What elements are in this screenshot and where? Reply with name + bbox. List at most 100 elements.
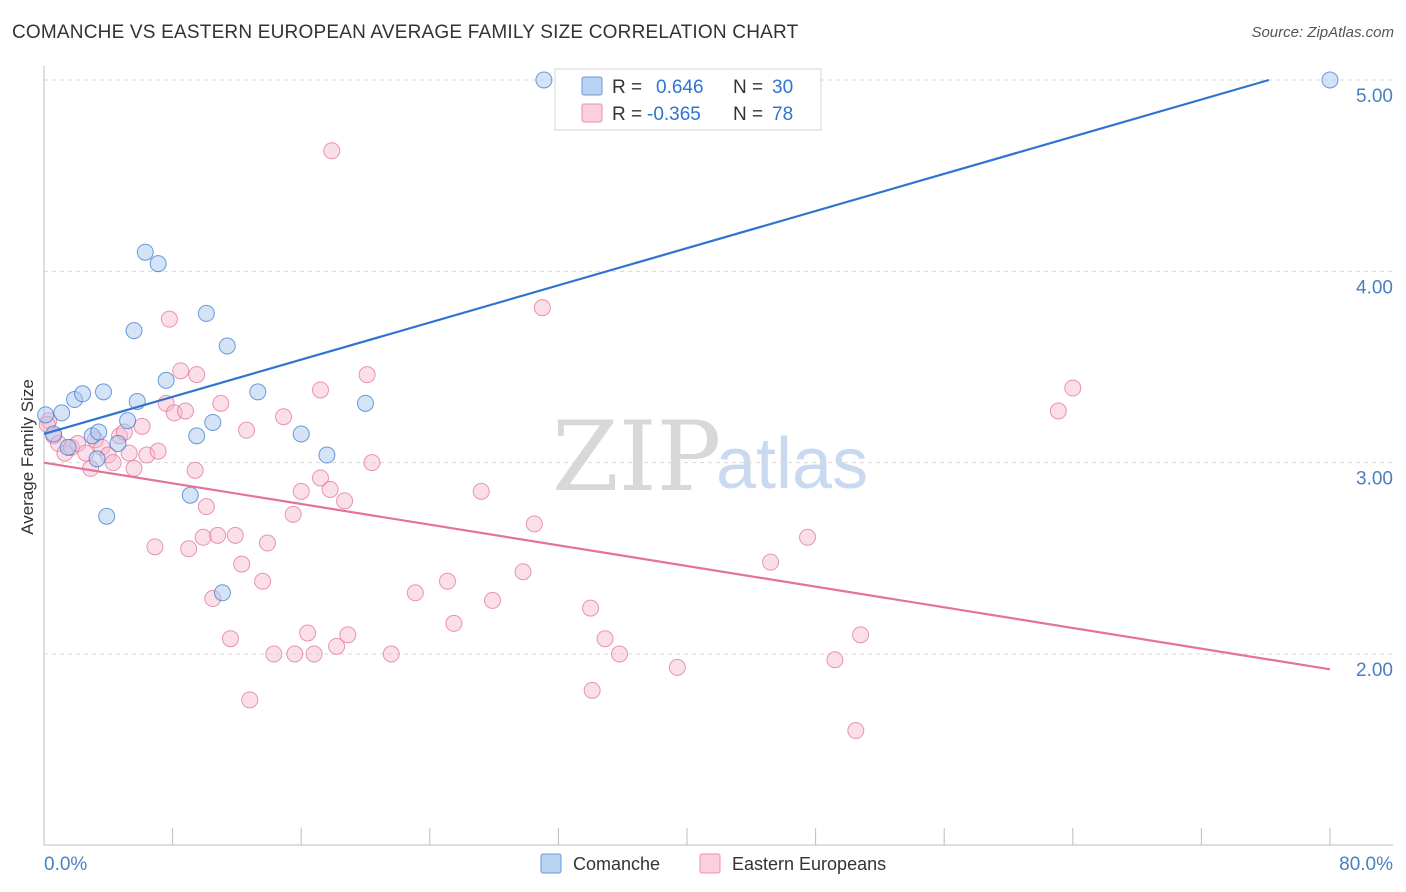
eastern-point-55 <box>363 454 381 472</box>
watermark-atlas: atlas <box>716 424 868 504</box>
chart-title: COMANCHE VS EASTERN EUROPEAN AVERAGE FAM… <box>12 22 799 43</box>
bottom-legend: Comanche Eastern Europeans <box>540 853 886 874</box>
eastern-point-41 <box>275 408 293 426</box>
comanche-point-17 <box>157 371 175 389</box>
comanche-point-12 <box>119 412 137 430</box>
eastern-stats-swatch <box>581 103 603 123</box>
eastern-point-17 <box>138 446 156 464</box>
eastern-point-67 <box>596 630 614 648</box>
trend-lines <box>43 78 1331 671</box>
eastern-point-68 <box>610 645 628 663</box>
eastern-point-54 <box>358 366 376 384</box>
eastern-legend-swatch[interactable] <box>699 853 721 874</box>
comanche-point-16 <box>149 255 167 273</box>
comanche-point-3 <box>59 438 77 456</box>
comanche-r-label: R = <box>612 77 642 98</box>
comanche-point-13 <box>125 322 143 340</box>
comanche-point-28 <box>535 71 553 89</box>
x-tick-label-0: 0.0% <box>44 854 87 875</box>
comanche-legend-label[interactable]: Comanche <box>573 854 660 874</box>
eastern-point-35 <box>233 555 251 573</box>
comanche-point-24 <box>249 383 267 401</box>
eastern-point-23 <box>172 362 190 380</box>
eastern-n-value: 78 <box>772 104 793 125</box>
eastern-point-63 <box>525 515 543 533</box>
eastern-point-24 <box>176 402 194 420</box>
eastern-point-48 <box>311 469 329 487</box>
comanche-point-15 <box>136 243 154 261</box>
eastern-point-60 <box>472 482 490 500</box>
eastern-point-18 <box>146 538 164 556</box>
comanche-point-9 <box>94 383 112 401</box>
eastern-point-72 <box>826 651 844 669</box>
comanche-point-7 <box>90 423 108 441</box>
eastern-point-56 <box>382 645 400 663</box>
eastern-point-16 <box>133 417 151 435</box>
eastern-point-15 <box>125 459 143 477</box>
comanche-point-20 <box>197 304 215 322</box>
y-tick-label-2: 4.00 <box>1356 277 1393 298</box>
eastern-point-27 <box>188 366 206 384</box>
eastern-point-71 <box>799 528 817 546</box>
x-tick-labels: 0.0% 80.0% <box>44 854 1393 875</box>
eastern-point-49 <box>321 480 339 498</box>
stats-legend: R = 0.646 N = 30 R = -0.365 N = 78 <box>554 68 822 131</box>
comanche-point-22 <box>213 584 231 602</box>
comanche-trend-line <box>43 78 1270 436</box>
eastern-point-37 <box>241 691 259 709</box>
eastern-point-65 <box>582 599 600 617</box>
eastern-point-52 <box>336 492 354 510</box>
y-tick-labels: 2.00 3.00 4.00 5.00 <box>1356 86 1393 681</box>
source-credit: Source: ZipAtlas.com <box>1251 24 1394 41</box>
eastern-point-61 <box>483 591 501 609</box>
eastern-r-value: -0.365 <box>647 104 701 125</box>
comanche-point-19 <box>188 427 206 445</box>
comanche-point-0 <box>37 406 55 424</box>
axes <box>43 66 1393 846</box>
eastern-point-39 <box>258 534 276 552</box>
eastern-point-76 <box>1064 379 1082 397</box>
comanche-r-value: 0.646 <box>656 77 704 98</box>
eastern-point-57 <box>406 584 424 602</box>
eastern-n-label: N = <box>733 104 763 125</box>
eastern-point-14 <box>120 444 138 462</box>
eastern-legend-label[interactable]: Eastern Europeans <box>732 854 886 874</box>
eastern-point-74 <box>852 626 870 644</box>
eastern-point-50 <box>323 142 341 160</box>
eastern-point-64 <box>533 299 551 317</box>
eastern-point-11 <box>104 454 122 472</box>
eastern-trend-line <box>43 461 1331 671</box>
comanche-point-11 <box>109 435 127 453</box>
y-tick-label-1: 3.00 <box>1356 469 1393 490</box>
comanche-point-1 <box>45 425 63 443</box>
eastern-point-51 <box>328 637 346 655</box>
eastern-point-53 <box>339 626 357 644</box>
eastern-point-25 <box>180 540 198 558</box>
eastern-point-46 <box>305 645 323 663</box>
comanche-point-26 <box>318 446 336 464</box>
comanche-point-29 <box>1321 71 1339 89</box>
eastern-point-28 <box>194 528 212 546</box>
comanche-point-25 <box>292 425 310 443</box>
eastern-point-34 <box>226 526 244 544</box>
comanche-point-10 <box>98 507 116 525</box>
comanche-stats-swatch <box>581 76 603 96</box>
eastern-point-33 <box>221 630 239 648</box>
eastern-point-62 <box>514 563 532 581</box>
eastern-point-59 <box>445 614 463 632</box>
eastern-point-44 <box>292 482 310 500</box>
eastern-point-70 <box>762 553 780 571</box>
eastern-point-45 <box>299 624 317 642</box>
eastern-point-69 <box>668 658 686 676</box>
eastern-point-32 <box>212 394 230 412</box>
comanche-point-21 <box>204 413 222 431</box>
comanche-n-value: 30 <box>772 77 793 98</box>
eastern-point-66 <box>583 681 601 699</box>
comanche-point-5 <box>74 385 92 403</box>
comanche-legend-swatch[interactable] <box>540 853 562 874</box>
y-axis-title: Average Family Size <box>18 379 37 535</box>
comanche-point-8 <box>88 450 106 468</box>
comanche-point-18 <box>181 486 199 504</box>
eastern-point-19 <box>149 442 167 460</box>
